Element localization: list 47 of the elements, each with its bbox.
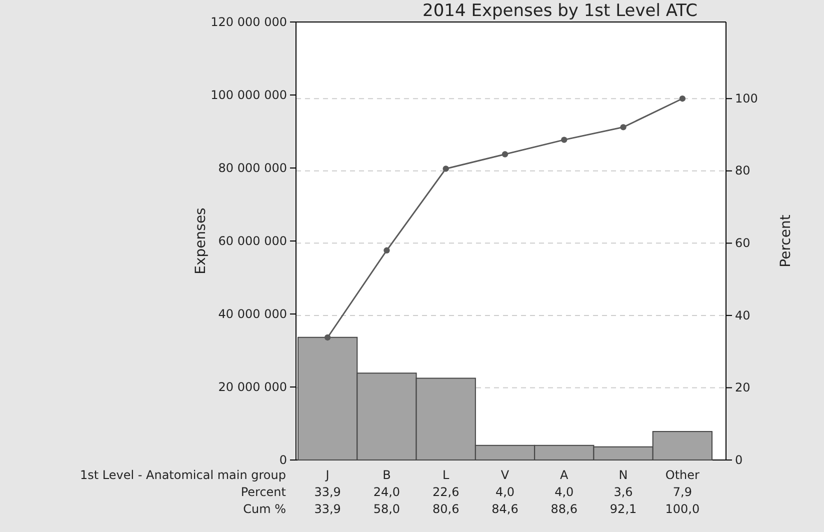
data-label: 58,0 — [373, 502, 400, 516]
y-tick-label: 60 000 000 — [218, 234, 287, 248]
y-axis-title: Expenses — [193, 208, 209, 274]
text: 33,9 — [314, 485, 341, 499]
point — [561, 136, 568, 143]
y2-axis-title: Percent — [778, 214, 794, 268]
x-tick-label: L — [442, 468, 450, 482]
data-label: 88,6 — [550, 502, 578, 516]
x-tick-label: A — [560, 468, 570, 482]
text: 24,0 — [373, 485, 400, 499]
text: 3,6 — [614, 485, 633, 499]
y-tick-label: 0 — [279, 452, 287, 467]
data-label: 84,6 — [492, 502, 518, 516]
y2-tick-label: 100 — [735, 91, 758, 106]
text: Cum % — [243, 502, 286, 516]
point — [324, 334, 331, 341]
point — [384, 247, 390, 254]
data-label: 33,9 — [314, 502, 341, 516]
point — [502, 151, 508, 158]
text: 7,9 — [672, 485, 692, 499]
text: 4,0 — [495, 485, 515, 499]
y2-tick-label: 0 — [735, 452, 743, 467]
point — [442, 166, 449, 172]
y2-tick-label: 20 — [735, 380, 750, 395]
x-tick-label: J — [324, 468, 330, 482]
text: Percent — [240, 485, 286, 499]
y-tick-label: 100 000 000 — [210, 88, 287, 102]
y2-tick-label: 40 — [735, 308, 750, 322]
x-tick-label: Other — [665, 468, 700, 482]
x-tick-label: B — [382, 468, 391, 482]
text: 4,0 — [554, 485, 574, 499]
data-label: 92,1 — [610, 502, 637, 516]
data-label: 100,0 — [665, 502, 700, 516]
x-tick-label: N — [618, 468, 628, 482]
point — [679, 96, 686, 102]
chart-title: 2014 Expenses by 1st Level ATC — [422, 1, 698, 21]
y-tick-label: 20 000 000 — [218, 380, 287, 394]
y-tick-label: 40 000 000 — [218, 306, 287, 321]
y-tick-label: 80 000 000 — [218, 160, 287, 175]
data-label: 80,6 — [432, 502, 460, 516]
x-axis-title: 1st Level - Anatomical main group — [80, 468, 286, 482]
point — [620, 124, 626, 130]
y2-tick-label: 80 — [735, 164, 750, 178]
text: 22,6 — [432, 485, 460, 499]
y2-tick-label: 60 — [735, 236, 750, 250]
y-tick-label: 120 000 000 — [210, 14, 287, 29]
x-tick-label: V — [500, 468, 510, 482]
